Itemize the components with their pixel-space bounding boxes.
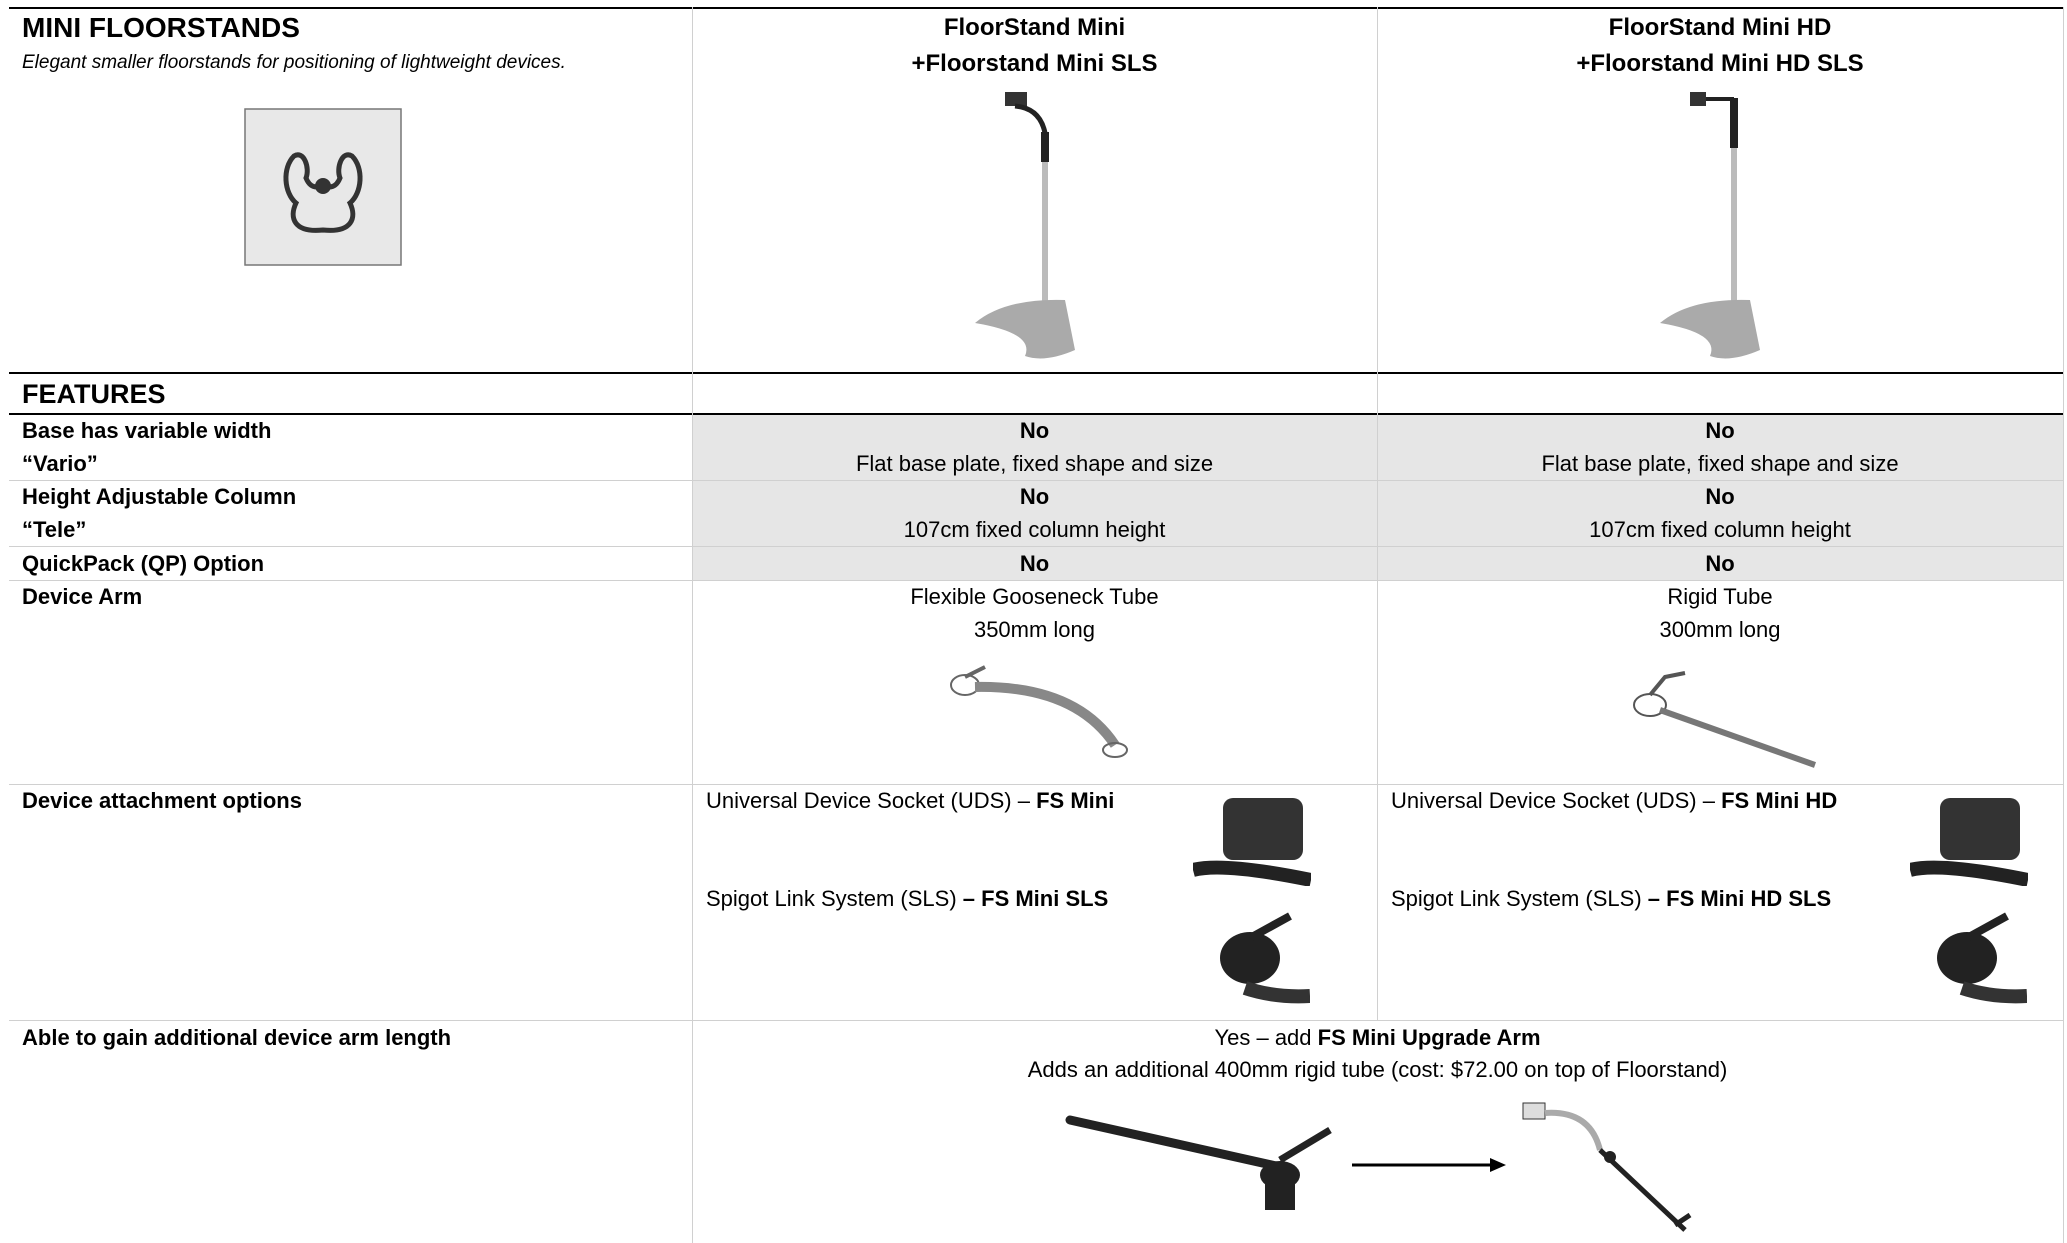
attachment-option: Universal Device Socket (UDS) – FS Mini … <box>1391 786 1837 816</box>
gooseneck-image <box>950 665 1128 758</box>
cell-note: Flat base plate, fixed shape and size <box>1541 451 1899 476</box>
cell-note: Adds an additional 400mm rigid tube (cos… <box>1027 1057 1728 1082</box>
text: FS Mini HD <box>1721 788 1838 813</box>
title: MINI FLOORSTANDS <box>22 12 300 43</box>
product-name: FloorStand Mini <box>943 14 1126 41</box>
cell-value: Flexible Gooseneck Tube <box>910 584 1159 609</box>
row-label: Device attachment options <box>22 788 302 813</box>
col-rule <box>1377 7 1378 1020</box>
text: Spigot Link System (SLS) <box>1391 886 1648 911</box>
cell-value: Rigid Tube <box>1667 584 1773 609</box>
rule <box>9 546 2063 547</box>
row-label: QuickPack (QP) Option <box>22 551 265 576</box>
text: FS Mini <box>1036 788 1115 813</box>
cell-value: No <box>1705 484 1735 509</box>
row-label: “Tele” <box>22 517 87 542</box>
rule <box>9 784 2063 785</box>
cell-note: 350mm long <box>973 617 1096 642</box>
attachment-option: Spigot Link System (SLS) – FS Mini HD SL… <box>1391 884 1831 914</box>
product-name: FloorStand Mini HD <box>1608 14 1832 41</box>
cell-value: No <box>1019 484 1050 509</box>
rule <box>9 372 2063 374</box>
text: Yes – add <box>1214 1025 1318 1050</box>
assembled-image <box>1522 1102 1692 1232</box>
row-label: Device Arm <box>22 584 143 609</box>
cell-value: Yes – add FS Mini Upgrade Arm <box>692 1023 2063 1053</box>
cell-value: No <box>1705 418 1735 443</box>
stand-image <box>975 92 1075 359</box>
upgrade-arm-image <box>1065 1115 1332 1210</box>
text: – FS Mini HD SLS <box>1647 886 1832 911</box>
text: – FS Mini SLS <box>962 886 1109 911</box>
attachment-option: Universal Device Socket (UDS) – FS Mini <box>706 786 1114 816</box>
attachment-option: Spigot Link System (SLS) – FS Mini SLS <box>706 884 1108 914</box>
text: FS Mini Upgrade Arm <box>1317 1025 1541 1050</box>
col-rule <box>692 7 693 1243</box>
icon <box>244 108 402 266</box>
row-label: “Vario” <box>22 451 98 476</box>
rule <box>9 580 2063 581</box>
cell-value: No <box>1019 551 1050 576</box>
text: Spigot Link System (SLS) <box>706 886 963 911</box>
rule <box>9 480 2063 481</box>
uds-image <box>1193 798 1311 886</box>
uds-image <box>1910 798 2028 886</box>
stand-image <box>1660 92 1760 359</box>
sls-image <box>1937 912 2027 1004</box>
product-name: +Floorstand Mini HD SLS <box>1576 50 1864 77</box>
section-heading: FEATURES <box>22 379 166 409</box>
cell-note: 107cm fixed column height <box>1589 517 1851 542</box>
cell-value: No <box>1019 418 1050 443</box>
rule <box>9 1020 2063 1021</box>
cell-note: Flat base plate, fixed shape and size <box>855 451 1214 476</box>
subtitle: Elegant smaller floorstands for position… <box>22 52 566 73</box>
rigid-arm-image <box>1633 671 1817 768</box>
row-label: Base has variable width <box>22 418 272 443</box>
col-rule <box>2063 7 2064 1243</box>
rule <box>9 7 2063 9</box>
cell-value: No <box>1705 551 1735 576</box>
text: Universal Device Socket (UDS) – <box>706 788 1037 813</box>
arrow <box>1352 1158 1506 1172</box>
rule <box>9 413 2063 415</box>
cell-note: 107cm fixed column height <box>903 517 1166 542</box>
row-label: Able to gain additional device arm lengt… <box>22 1025 452 1050</box>
text: Universal Device Socket (UDS) – <box>1391 788 1722 813</box>
cell-note: 300mm long <box>1659 617 1781 642</box>
row-label: Height Adjustable Column <box>22 484 297 509</box>
sls-image <box>1220 912 1310 1004</box>
product-name: +Floorstand Mini SLS <box>911 50 1158 77</box>
